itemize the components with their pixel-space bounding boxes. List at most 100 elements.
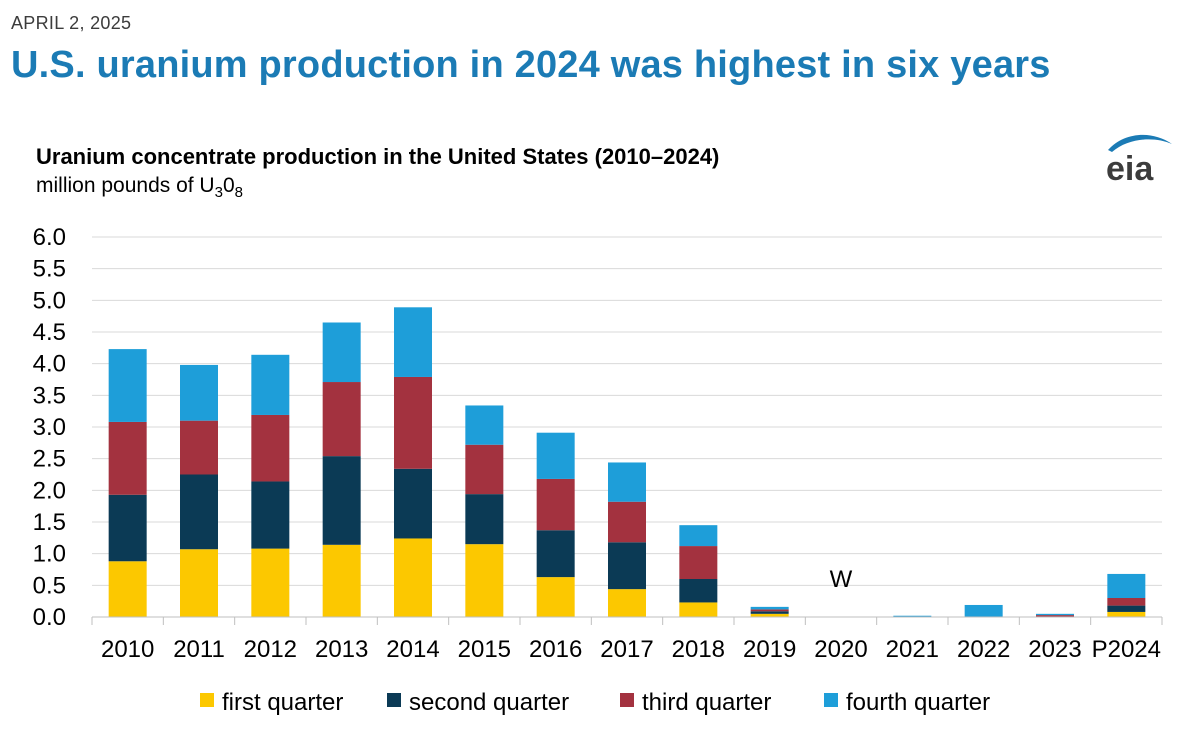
- legend-swatch-third-quarter: [620, 693, 634, 707]
- x-tick-label: P2024: [1092, 636, 1161, 663]
- bar-segment-fourth-quarter: [750, 606, 789, 610]
- eia-logo-icon[interactable]: eia: [1102, 128, 1174, 186]
- x-tick-label: 2022: [957, 636, 1010, 663]
- y-tick-label: 0.0: [33, 604, 66, 631]
- y-tick-label: 4.0: [33, 351, 66, 378]
- x-tick-label: 2017: [600, 636, 653, 663]
- bar-segment-third-quarter: [465, 444, 504, 495]
- legend-swatch-first-quarter: [200, 693, 214, 707]
- legend-label-second-quarter: second quarter: [409, 689, 569, 716]
- headline: U.S. uranium production in 2024 was high…: [11, 44, 1051, 86]
- bar-segment-fourth-quarter: [608, 462, 646, 502]
- bar-segment-first-quarter: [108, 561, 147, 617]
- bar-segment-second-quarter: [108, 494, 147, 562]
- bar-segment-second-quarter: [180, 474, 218, 550]
- x-tick-label: 2020: [814, 636, 867, 663]
- bar-segment-first-quarter: [750, 613, 789, 617]
- bar-segment-first-quarter: [180, 549, 218, 617]
- bar-segment-fourth-quarter: [108, 349, 147, 422]
- bar-segment-second-quarter: [679, 579, 718, 603]
- y-tick-label: 2.5: [33, 446, 66, 473]
- y-tick-label: 4.5: [33, 319, 66, 346]
- bar-segment-fourth-quarter: [465, 405, 504, 445]
- units-subscript-3: 3: [214, 184, 223, 202]
- bar-segment-first-quarter: [465, 544, 504, 617]
- bar-segment-second-quarter: [750, 611, 789, 614]
- bar-segment-second-quarter: [394, 468, 432, 539]
- bar-segment-third-quarter: [322, 382, 361, 457]
- bar-segment-second-quarter: [465, 494, 504, 545]
- bar-segment-third-quarter: [679, 546, 718, 579]
- x-tick-label: 2019: [743, 636, 796, 663]
- y-tick-label: 5.0: [33, 287, 66, 314]
- units-label: million pounds of U: [36, 174, 215, 197]
- bar-segment-fourth-quarter: [536, 432, 575, 479]
- bar-segment-third-quarter: [1107, 598, 1146, 606]
- bar-segment-second-quarter: [1107, 605, 1146, 612]
- bar-segment-third-quarter: [750, 609, 789, 612]
- legend-swatch-second-quarter: [387, 693, 401, 707]
- x-tick-label: 2015: [458, 636, 511, 663]
- y-tick-label: 5.5: [33, 256, 66, 283]
- bar-segment-third-quarter: [251, 414, 290, 482]
- bar-segment-second-quarter: [536, 530, 575, 578]
- x-tick-label: 2021: [886, 636, 939, 663]
- bar-segment-first-quarter: [536, 577, 575, 617]
- units-zero: 0: [222, 174, 235, 197]
- bar-segment-third-quarter: [1036, 615, 1074, 617]
- bar-segment-third-quarter: [108, 421, 147, 495]
- bar-segment-first-quarter: [1107, 611, 1146, 617]
- annotation-layer: W: [830, 566, 853, 593]
- bar-segment-first-quarter: [394, 538, 432, 617]
- bar-segment-first-quarter: [608, 589, 646, 617]
- bar-segment-second-quarter: [608, 542, 646, 590]
- x-tick-label: 2012: [244, 636, 297, 663]
- bar-segment-third-quarter: [180, 420, 218, 475]
- bar-segment-fourth-quarter: [964, 604, 1003, 617]
- x-tick-label: 2023: [1028, 636, 1081, 663]
- eia-logo-text: eia: [1106, 150, 1154, 186]
- chart-title: Uranium concentrate production in the Un…: [36, 144, 720, 169]
- legend-label-fourth-quarter: fourth quarter: [846, 689, 990, 716]
- bar-segment-first-quarter: [322, 544, 361, 617]
- y-tick-label: 1.5: [33, 509, 66, 536]
- bar-segment-fourth-quarter: [251, 354, 290, 415]
- bar-segment-fourth-quarter: [1036, 613, 1074, 616]
- y-tick-label: 0.5: [33, 572, 66, 599]
- bar-segment-fourth-quarter: [180, 364, 218, 421]
- bar-segment-third-quarter: [394, 376, 432, 469]
- bar-segment-fourth-quarter: [679, 525, 718, 547]
- legend: first quarter second quarter third quarter…: [200, 689, 990, 716]
- x-axis: 2010 2011 2012 2013 2014 2015 2016 2017 2018 2019…: [91, 616, 1163, 663]
- y-tick-label: 1.0: [33, 541, 66, 568]
- y-tick-label: 3.5: [33, 382, 66, 409]
- bar-segment-third-quarter: [536, 478, 575, 531]
- y-axis: 0.0 0.5 1.0 1.5 2.0 2.5 3.0 3.5 4.0 4.5 5.0 5.5 6.0: [33, 224, 66, 631]
- chart-units: million pounds of U308: [36, 174, 243, 201]
- bar-segment-fourth-quarter: [394, 307, 432, 377]
- units-subscript-8: 8: [234, 184, 243, 202]
- bar-segment-first-quarter: [251, 548, 290, 617]
- y-tick-label: 2.0: [33, 477, 66, 504]
- x-tick-label: 2013: [315, 636, 368, 663]
- legend-swatch-fourth-quarter: [824, 693, 838, 707]
- legend-label-first-quarter: first quarter: [222, 689, 343, 716]
- bar-segment-first-quarter: [679, 602, 718, 617]
- report-date: APRIL 2, 2025: [11, 13, 132, 33]
- bar-segment-third-quarter: [608, 501, 646, 543]
- withheld-annotation: W: [830, 566, 853, 593]
- y-tick-label: 3.0: [33, 414, 66, 441]
- bar-segment-second-quarter: [322, 456, 361, 545]
- bar-segment-fourth-quarter: [893, 615, 932, 617]
- bar-segment-fourth-quarter: [322, 322, 361, 383]
- y-tick-label: 6.0: [33, 224, 66, 251]
- x-tick-label: 2011: [173, 636, 225, 663]
- x-tick-label: 2010: [101, 636, 154, 663]
- bar-segment-second-quarter: [251, 481, 290, 549]
- eia-logo-swoosh: [1108, 134, 1172, 152]
- bar-layer: [108, 307, 1146, 617]
- x-tick-label: 2016: [529, 636, 582, 663]
- x-tick-label: 2014: [386, 636, 439, 663]
- legend-label-third-quarter: third quarter: [642, 689, 771, 716]
